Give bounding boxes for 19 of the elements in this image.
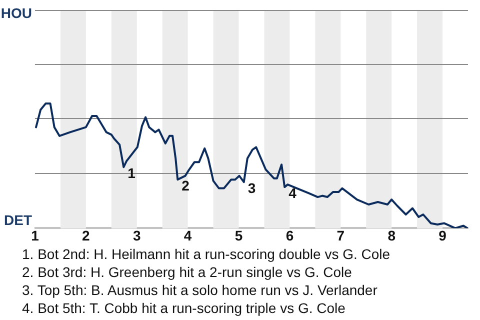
text: 1. Bot 2nd: H. Heilmann hit a run-scoring double vs G. Cole: [22, 245, 392, 263]
x-tick-label: 3: [132, 227, 141, 244]
text: 2. Bot 3rd: H. Greenberg hit a 2-run single vs G. Cole: [22, 263, 353, 281]
x-tick-label: 8: [388, 227, 396, 244]
text: 3. Top 5th: B. Ausmus hit a solo home run vs J. Verlander: [22, 281, 378, 299]
x-tick-label: 4: [184, 227, 192, 244]
x-tick-label: 7: [336, 227, 345, 244]
x-tick-label: 5: [234, 227, 243, 244]
annotation: 4: [288, 184, 297, 201]
x-tick-label: 6: [286, 227, 294, 244]
text: DET: [4, 212, 32, 228]
text: 4. Bot 5th: T. Cobb hit a run-scoring triple vs G. Cole: [22, 299, 346, 317]
annotation: 3: [248, 180, 256, 196]
x-tick-label: 2: [82, 227, 90, 244]
x-tick-label: 9: [438, 227, 447, 244]
x-tick-label: 1: [31, 227, 40, 244]
annotation: 2: [182, 177, 190, 194]
text: HOU: [0, 4, 32, 21]
annotation: 1: [128, 164, 136, 181]
